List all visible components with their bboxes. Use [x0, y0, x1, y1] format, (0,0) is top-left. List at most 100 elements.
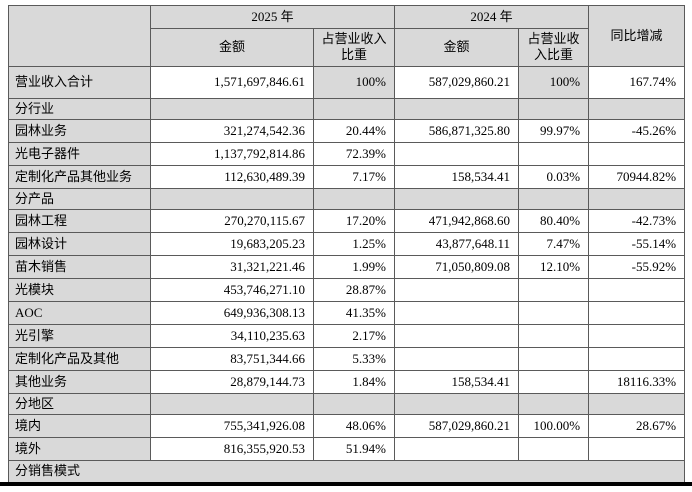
yoy-header: 同比增减 [588, 5, 686, 67]
amount-2025-cell: 649,936,308.13 [150, 301, 314, 325]
section-row: 分产品 [8, 187, 686, 211]
amount-2025-cell: 1,571,697,846.61 [150, 65, 314, 99]
table-row: 境外 816,355,920.53 51.94% [8, 437, 686, 462]
pct-2025-cell: 5.33% [312, 347, 396, 371]
amount-2024-cell: 587,029,860.21 [394, 65, 520, 99]
row-label-cell: 光模块 [8, 278, 151, 302]
amount-2024-cell: 471,942,868.60 [394, 209, 520, 233]
amount-2024-cell: 158,534.41 [394, 164, 520, 189]
amount-2025-cell: 112,630,489.39 [150, 164, 314, 189]
amount-2025-header: 金额 [150, 28, 314, 67]
amount-2024-cell: 586,871,325.80 [394, 118, 520, 143]
pct-2024-cell: 12.10% [518, 255, 590, 279]
yoy-cell [588, 324, 686, 348]
pct-2025-cell [312, 97, 396, 120]
row-label-cell: 境外 [8, 437, 151, 462]
section-row: 分销售模式 [7, 460, 686, 483]
section-row: 分行业 [8, 97, 686, 120]
amount-2024-cell [394, 437, 520, 462]
pct-2025-cell: 48.06% [312, 414, 396, 439]
pct-2025-cell: 2.17% [312, 324, 396, 348]
yoy-cell: -45.26% [588, 118, 686, 143]
pct-2024-cell [518, 97, 590, 120]
table-row: 定制化产品其他业务 112,630,489.39 7.17% 158,534.41 0.… [8, 164, 686, 189]
row-label-cell: 境内 [8, 414, 151, 439]
pct-2025-cell: 1.84% [312, 370, 396, 394]
pct-2024-cell [518, 392, 590, 416]
table-row: 光引擎 34,110,235.63 2.17% [8, 324, 686, 348]
pct-2025-cell: 51.94% [312, 437, 396, 462]
pct-2024-cell: 99.97% [518, 118, 590, 143]
table-row: 光模块 453,746,271.10 28.87% [8, 278, 686, 302]
row-label-cell: AOC [8, 301, 151, 325]
amount-2024-cell: 43,877,648.11 [394, 232, 520, 256]
table-row: 其他业务 28,879,144.73 1.84% 158,534.41 18116.33… [8, 370, 686, 394]
pct-2025-cell: 7.17% [312, 164, 396, 189]
section-label-cell: 分地区 [8, 392, 151, 416]
amount-2025-cell: 34,110,235.63 [150, 324, 314, 348]
row-label-cell: 光电子器件 [8, 141, 151, 166]
yoy-cell [588, 187, 686, 211]
row-label-cell: 定制化产品其他业务 [8, 164, 151, 189]
pct-2024-cell [518, 301, 590, 325]
yoy-cell [588, 301, 686, 325]
amount-2024-cell: 158,534.41 [394, 370, 520, 394]
pct-2024-cell: 0.03% [518, 164, 590, 189]
table-row: 园林工程 270,270,115.67 17.20% 471,942,868.60 80… [8, 209, 686, 233]
amount-2024-cell [394, 278, 520, 302]
revenue-breakdown-table: 2025 年 2024 年 同比增减 金额 占营业收入比重 金额 占营业收入比重… [7, 5, 686, 483]
row-label-cell: 苗木销售 [8, 255, 151, 279]
table-row: 园林业务 321,274,542.36 20.44% 586,871,325.80 99… [8, 118, 686, 143]
amount-2024-cell [394, 141, 520, 166]
section-label-cell: 分行业 [8, 97, 151, 120]
amount-2024-cell: 71,050,809.08 [394, 255, 520, 279]
amount-2025-cell: 321,274,542.36 [150, 118, 314, 143]
amount-2025-cell: 19,683,205.23 [150, 232, 314, 256]
yoy-cell [588, 278, 686, 302]
amount-2025-cell: 28,879,144.73 [150, 370, 314, 394]
table-row: 苗木销售 31,321,221.46 1.99% 71,050,809.08 12.10… [8, 255, 686, 279]
pct-2024-cell: 100.00% [518, 414, 590, 439]
amount-2024-cell [394, 187, 520, 211]
amount-2025-cell: 755,341,926.08 [150, 414, 314, 439]
table-header: 2025 年 2024 年 同比增减 金额 占营业收入比重 金额 占营业收入比重 [8, 5, 686, 67]
yoy-cell: 18116.33% [588, 370, 686, 394]
pct-2025-cell [312, 187, 396, 211]
yoy-cell: -55.92% [588, 255, 686, 279]
pct-2025-cell: 28.87% [312, 278, 396, 302]
corner-header-cell [8, 5, 151, 67]
pct-2025-cell: 1.99% [312, 255, 396, 279]
pct-2024-cell [518, 187, 590, 211]
row-label-cell: 园林设计 [8, 232, 151, 256]
pct-2024-cell [518, 437, 590, 462]
amount-2025-cell: 816,355,920.53 [150, 437, 314, 462]
row-label-cell: 园林工程 [8, 209, 151, 233]
row-label-cell: 园林业务 [8, 118, 151, 143]
row-label-cell: 营业收入合计 [8, 65, 151, 99]
table-body: 营业收入合计 1,571,697,846.61 100% 587,029,860.21… [7, 65, 686, 483]
amount-2025-cell [150, 187, 314, 211]
amount-2025-cell: 31,321,221.46 [150, 255, 314, 279]
amount-2024-cell [394, 392, 520, 416]
yoy-cell [588, 392, 686, 416]
pct-2025-cell: 20.44% [312, 118, 396, 143]
yoy-cell [588, 97, 686, 120]
table-row: 光电子器件 1,137,792,814.86 72.39% [8, 141, 686, 166]
yoy-cell [588, 141, 686, 166]
row-label-cell: 定制化产品及其他 [8, 347, 151, 371]
table-row: 境内 755,341,926.08 48.06% 587,029,860.21 100.… [8, 414, 686, 439]
yoy-cell [588, 437, 686, 462]
pct-2024-cell: 100% [518, 65, 590, 99]
yoy-cell: -42.73% [588, 209, 686, 233]
pct-2024-cell [518, 347, 590, 371]
yoy-cell: 167.74% [588, 65, 686, 99]
section-row: 分地区 [8, 392, 686, 416]
yoy-cell: 28.67% [588, 414, 686, 439]
amount-2024-cell [394, 324, 520, 348]
amount-2024-cell [394, 301, 520, 325]
table-row: 园林设计 19,683,205.23 1.25% 43,877,648.11 7.47%… [8, 232, 686, 256]
pct-2024-cell [518, 370, 590, 394]
year-2024-header: 2024 年 [394, 5, 590, 29]
pct-2025-cell: 72.39% [312, 141, 396, 166]
